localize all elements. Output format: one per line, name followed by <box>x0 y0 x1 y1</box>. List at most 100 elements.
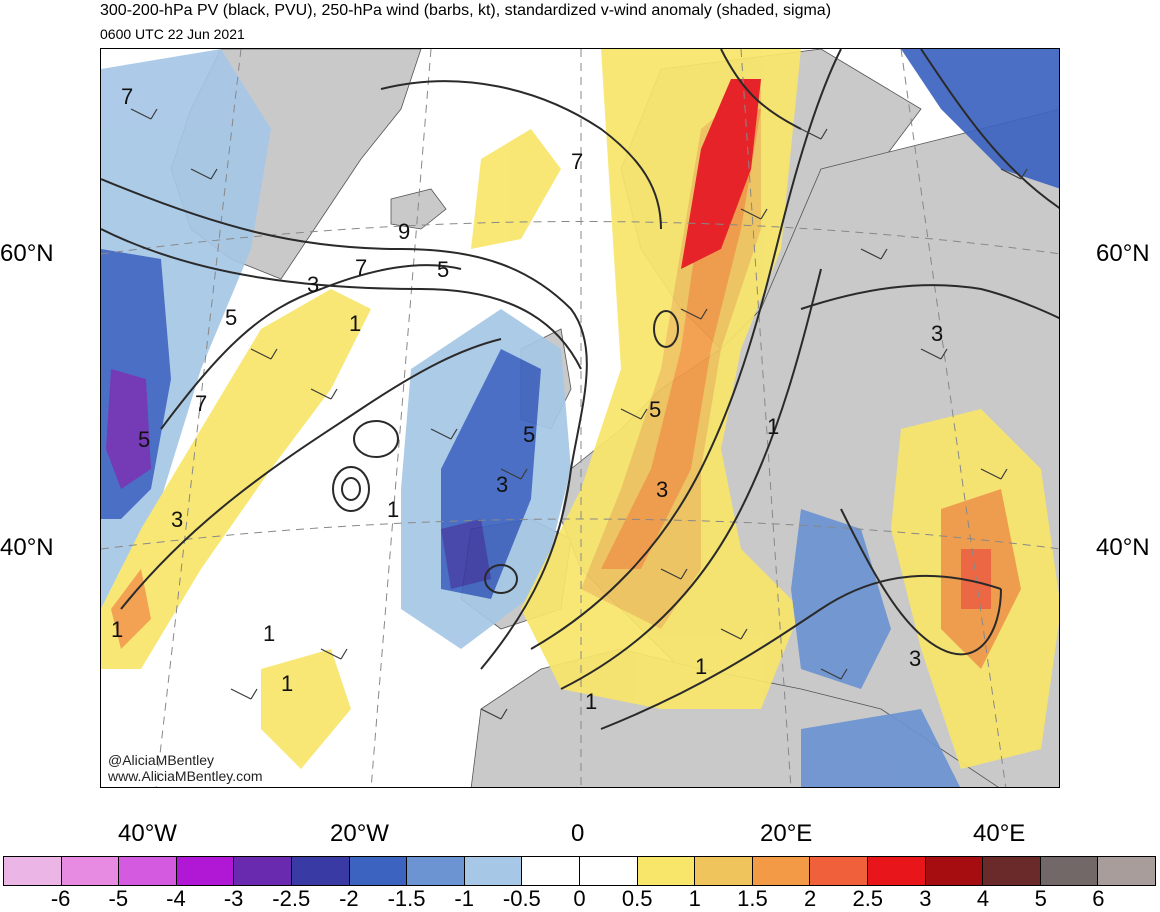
pv-contour-6 <box>560 268 822 690</box>
contour-label: 3 <box>496 472 508 497</box>
colorbar-tick-label: 3 <box>919 886 932 911</box>
lon-label-0: 0 <box>571 820 585 847</box>
contour-label: 3 <box>307 272 319 297</box>
colorbar-tick-label: -2 <box>339 886 359 911</box>
wind-barb <box>480 708 508 720</box>
weather-map-svg: 7 9 7 5 3 1 5 7 5 3 1 5 3 1 1 1 1 5 3 1 … <box>101 49 1059 787</box>
contour-label: 5 <box>523 422 535 447</box>
colorbar-swatch <box>349 857 408 885</box>
credit-website: www.AliciaMBentley.com <box>108 768 263 784</box>
colorbar-tick-label: -6 <box>50 886 71 911</box>
neg-anomaly-africa <box>801 709 960 787</box>
colorbar-tick-label: 1.5 <box>737 886 768 911</box>
colorbar-swatch <box>1098 857 1155 885</box>
pv-contour-9 <box>920 49 1059 209</box>
anomaly-shading <box>101 49 1059 787</box>
neg-anomaly-northeast <box>901 49 1059 189</box>
colorbar-tick-label: -5 <box>108 886 129 911</box>
grid-lon-20w <box>370 49 432 787</box>
pv-closed-contour-3 <box>353 420 399 458</box>
contour-label: 7 <box>355 255 367 280</box>
contour-label: 1 <box>263 621 275 646</box>
neg-anomaly-mid-atlantic-deep <box>441 519 491 589</box>
wind-barb <box>620 408 648 420</box>
contour-label: 7 <box>195 391 207 416</box>
colorbar-swatch <box>752 857 811 885</box>
wind-barb <box>740 208 768 220</box>
contour-label: 7 <box>571 149 583 174</box>
colorbar-tick-label: 0.5 <box>621 886 653 911</box>
colorbar-swatch <box>176 857 235 885</box>
wind-barb <box>660 568 688 580</box>
lat-label-60n-right: 60°N <box>1096 240 1150 267</box>
colorbar-tick-label: -1 <box>454 886 474 911</box>
map-valid-time: 0600 UTC 22 Jun 2021 <box>100 26 245 42</box>
contour-label: 1 <box>387 497 399 522</box>
colorbar-swatch <box>234 857 292 885</box>
wind-barb <box>230 688 258 700</box>
wind-barb <box>1000 168 1028 180</box>
wind-barb <box>250 348 278 360</box>
lat-label-60n-left: 60°N <box>0 240 54 267</box>
wind-barb <box>720 628 748 640</box>
wind-barb <box>190 168 218 180</box>
grid-lon-40e <box>900 49 1007 787</box>
colorbar-swatch <box>4 857 62 885</box>
colorbar-tick-label: 2.5 <box>852 886 884 911</box>
map-title: 300-200-hPa PV (black, PVU), 250-hPa win… <box>100 2 832 19</box>
contour-label: 5 <box>225 305 237 330</box>
grid-lat-40n <box>101 518 1059 550</box>
pv-contour-7 <box>600 574 1002 730</box>
credit-handle: @AliciaMBentley <box>108 752 215 768</box>
colorbar-tick-label: 4 <box>976 886 990 911</box>
colorbar-tick-label: 5 <box>1034 886 1047 911</box>
colorbar-tick-label: -0.5 <box>502 886 541 911</box>
grid-lat-60n <box>101 221 1059 255</box>
colorbar-tick-label: 2 <box>803 886 817 911</box>
pv-contour-10 <box>840 508 1002 656</box>
grid-lon-20e <box>740 49 792 787</box>
colorbar-tick-label: 0 <box>573 886 586 911</box>
pv-contour-11 <box>720 49 802 130</box>
contour-label: 1 <box>349 311 361 336</box>
contour-label: 1 <box>585 689 597 714</box>
colorbar-swatch <box>407 857 465 885</box>
lat-label-40n-right: 40°N <box>1096 534 1150 561</box>
contour-label: 3 <box>909 646 921 671</box>
lon-label-20w: 20°W <box>330 820 389 847</box>
pv-contour-12 <box>800 284 1059 320</box>
pv-contour-4 <box>120 338 502 610</box>
contour-label: 1 <box>767 414 779 439</box>
wind-barb <box>310 388 338 400</box>
contour-label: 3 <box>931 321 943 346</box>
wind-barb <box>980 468 1008 480</box>
colorbar-swatch <box>291 857 350 885</box>
colorbar-swatch <box>695 857 753 885</box>
pv-closed-contour-4 <box>484 564 518 594</box>
wind-barb <box>320 648 348 660</box>
wind-barb <box>130 108 158 120</box>
wind-barbs <box>130 108 1028 720</box>
colorbar-tick-label: -4 <box>166 886 186 911</box>
colorbar-swatch <box>867 857 926 885</box>
colorbar-swatch <box>522 857 580 885</box>
pv-closed-contour-5 <box>653 310 679 348</box>
pos-anomaly-atlantic <box>101 289 371 669</box>
wind-barb <box>920 348 948 360</box>
pos-anomaly-atlantic-core <box>111 569 151 649</box>
colorbar-tick-label: -2.5 <box>272 886 311 911</box>
neg-anomaly-west-deep <box>106 369 151 489</box>
pv-contour-8 <box>380 80 662 230</box>
contour-label: 1 <box>695 654 707 679</box>
contour-label: 3 <box>656 477 668 502</box>
wind-barb <box>820 668 848 680</box>
pos-anomaly-europe-max <box>681 79 761 269</box>
colorbar-tick-label: -3 <box>223 886 244 911</box>
lon-label-20e: 20°E <box>760 820 813 847</box>
colorbar-tick-label: 6 <box>1092 886 1105 911</box>
colorbar-swatch <box>464 857 523 885</box>
lat-label-40n-left: 40°N <box>0 534 54 561</box>
wind-barb <box>500 468 528 480</box>
contour-label: 1 <box>281 671 293 696</box>
lon-label-40e: 40°E <box>973 820 1026 847</box>
